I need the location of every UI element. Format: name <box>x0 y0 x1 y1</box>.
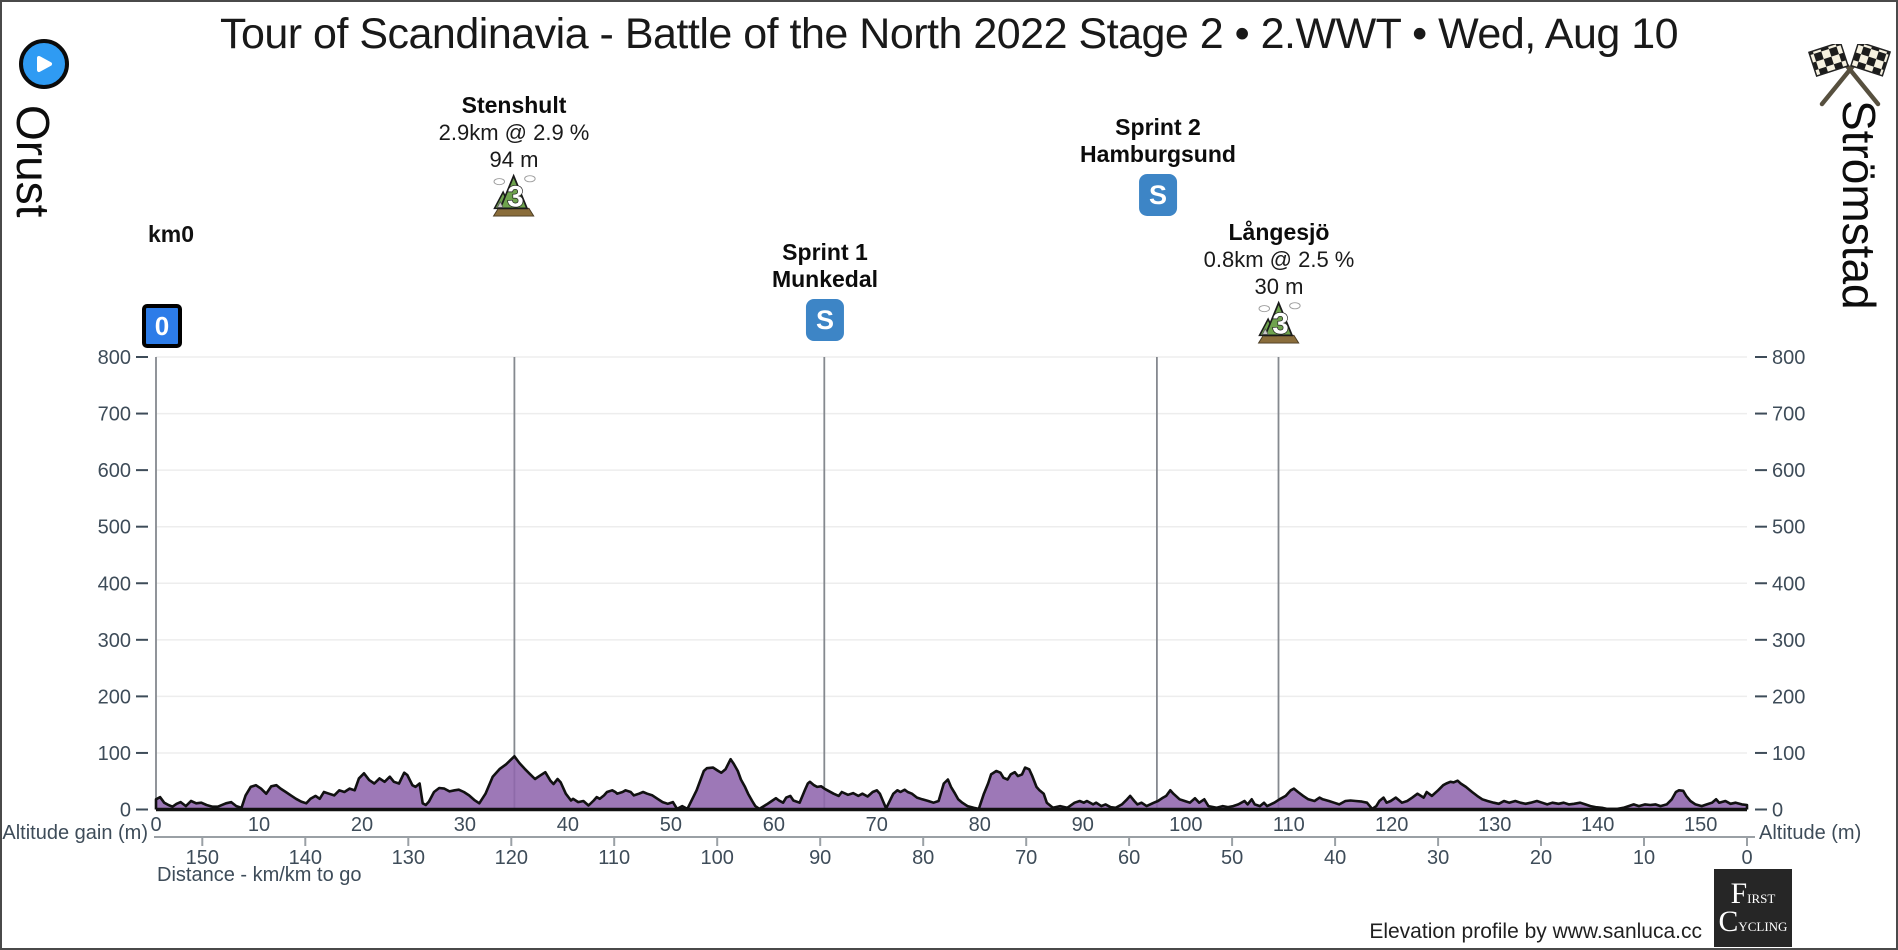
svg-text:200: 200 <box>1772 686 1805 708</box>
km0-label: km0 <box>148 221 195 247</box>
svg-text:800: 800 <box>98 347 131 369</box>
svg-text:30: 30 <box>454 814 476 836</box>
svg-text:100: 100 <box>701 847 734 869</box>
svg-text:120: 120 <box>495 847 528 869</box>
sprint-marker: S <box>1138 174 1177 216</box>
svg-text:3: 3 <box>508 180 525 213</box>
svg-text:100: 100 <box>98 743 131 765</box>
svg-text:600: 600 <box>1772 460 1805 482</box>
finish-flags-icon <box>1807 44 1892 107</box>
svg-text:110: 110 <box>598 847 630 869</box>
svg-text:70: 70 <box>1015 847 1037 869</box>
svg-text:3: 3 <box>1273 307 1290 340</box>
annotation-sprint-2: Sprint 2 Hamburgsund S <box>1080 114 1236 216</box>
svg-text:20: 20 <box>351 814 373 836</box>
left-axis-label: Altitude gain (m) <box>2 822 148 844</box>
svg-text:50: 50 <box>660 814 682 836</box>
sprint-marker: S <box>805 299 844 341</box>
svg-text:140: 140 <box>1581 814 1614 836</box>
svg-text:40: 40 <box>557 814 579 836</box>
svg-text:10: 10 <box>1633 847 1655 869</box>
svg-text:400: 400 <box>98 573 131 595</box>
svg-text:500: 500 <box>98 517 131 539</box>
finish-location-label: Strömstad <box>1833 100 1885 310</box>
annotation-sprint-1: Sprint 1 Munkedal S <box>772 239 878 341</box>
svg-text:60: 60 <box>1118 847 1140 869</box>
svg-text:60: 60 <box>763 814 785 836</box>
climb-height: 30 m <box>1254 274 1304 299</box>
sprint-place: Hamburgsund <box>1080 141 1236 167</box>
svg-text:700: 700 <box>1772 404 1805 426</box>
svg-text:10: 10 <box>248 814 270 836</box>
svg-text:130: 130 <box>392 847 425 869</box>
climb-name: Långesjö <box>1228 219 1330 245</box>
svg-text:40: 40 <box>1324 847 1346 869</box>
svg-text:800: 800 <box>1772 347 1805 369</box>
svg-text:110: 110 <box>1273 814 1305 836</box>
svg-text:0: 0 <box>1772 800 1783 822</box>
svg-text:90: 90 <box>1072 814 1094 836</box>
svg-text:50: 50 <box>1221 847 1243 869</box>
credit-text: Elevation profile by www.sanluca.cc <box>1369 920 1702 943</box>
sprint-name: Sprint 2 <box>1115 114 1201 140</box>
sprint-name: Sprint 1 <box>782 239 868 265</box>
svg-text:600: 600 <box>98 460 131 482</box>
play-icon <box>37 56 52 72</box>
climb-height: 94 m <box>489 147 539 172</box>
svg-text:70: 70 <box>866 814 888 836</box>
svg-text:80: 80 <box>912 847 934 869</box>
svg-text:90: 90 <box>809 847 831 869</box>
svg-text:300: 300 <box>1772 630 1805 652</box>
svg-text:120: 120 <box>1375 814 1408 836</box>
svg-text:100: 100 <box>1169 814 1202 836</box>
climb-detail: 2.9km @ 2.9 % <box>438 120 590 145</box>
climb-category-icon: 3 <box>493 173 536 217</box>
start-location-label: Orust <box>7 105 59 218</box>
page-title: Tour of Scandinavia - Battle of the Nort… <box>219 10 1679 58</box>
svg-text:0: 0 <box>120 800 131 822</box>
svg-text:100: 100 <box>1772 743 1805 765</box>
annotation-climb-stenshult: Stenshult 2.9km @ 2.9 % 94 m 3 <box>438 92 590 217</box>
svg-text:20: 20 <box>1530 847 1552 869</box>
sprint-place: Munkedal <box>771 266 879 292</box>
climb-name: Stenshult <box>461 92 567 118</box>
climb-detail: 0.8km @ 2.5 % <box>1203 247 1355 272</box>
svg-text:200: 200 <box>98 686 131 708</box>
svg-text:80: 80 <box>969 814 991 836</box>
logo-line-1: First <box>1730 877 1776 910</box>
x-axis-label: Distance - km/km to go <box>157 864 362 886</box>
right-axis-label: Altitude (m) <box>1759 822 1862 844</box>
svg-text:0: 0 <box>150 814 161 836</box>
km0-marker: 0 <box>142 304 182 348</box>
logo-line-2: Cycling <box>1718 906 1788 938</box>
svg-text:700: 700 <box>98 404 131 426</box>
play-button[interactable] <box>19 39 69 89</box>
svg-text:130: 130 <box>1478 814 1511 836</box>
climb-category-icon: 3 <box>1258 300 1301 344</box>
svg-text:0: 0 <box>1741 847 1752 869</box>
firstcycling-logo: First Cycling <box>1714 869 1792 947</box>
svg-text:30: 30 <box>1427 847 1449 869</box>
svg-text:150: 150 <box>1684 814 1717 836</box>
svg-text:500: 500 <box>1772 517 1805 539</box>
svg-text:300: 300 <box>98 630 131 652</box>
annotation-climb-langesjo: Långesjö 0.8km @ 2.5 % 30 m 3 <box>1203 219 1355 344</box>
svg-text:400: 400 <box>1772 573 1805 595</box>
